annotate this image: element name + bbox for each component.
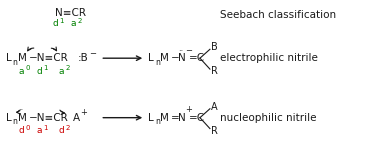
Text: =C: =C <box>189 113 205 123</box>
Text: −: − <box>171 53 180 63</box>
Text: N: N <box>178 113 186 123</box>
Text: A: A <box>211 102 218 112</box>
Text: a: a <box>59 67 64 76</box>
Text: 0: 0 <box>26 65 30 71</box>
Text: M: M <box>160 113 169 123</box>
Text: electrophilic nitrile: electrophilic nitrile <box>220 53 318 63</box>
Text: n: n <box>12 117 17 126</box>
Text: a: a <box>19 67 24 76</box>
Text: N: N <box>178 53 186 63</box>
Text: L: L <box>148 113 154 123</box>
Text: L: L <box>6 113 11 123</box>
Text: 1: 1 <box>43 125 48 131</box>
Text: +: + <box>185 105 192 114</box>
Text: −N≡CR: −N≡CR <box>29 53 68 63</box>
Text: M: M <box>160 53 169 63</box>
Text: ··: ·· <box>18 106 23 115</box>
Text: d: d <box>53 19 58 28</box>
Text: 0: 0 <box>26 125 30 131</box>
Text: a: a <box>37 126 42 135</box>
Text: 1: 1 <box>43 65 48 71</box>
Text: −: − <box>185 46 192 55</box>
Text: Seebach classification: Seebach classification <box>220 9 336 20</box>
Text: a: a <box>70 19 76 28</box>
Text: =C: =C <box>189 53 205 63</box>
Text: =: = <box>171 113 180 123</box>
Text: n: n <box>12 58 17 67</box>
Text: n: n <box>155 58 160 67</box>
Text: A: A <box>73 113 79 123</box>
Text: d: d <box>59 126 64 135</box>
Text: nucleophilic nitrile: nucleophilic nitrile <box>220 113 316 123</box>
Text: M: M <box>18 113 26 123</box>
Text: 2: 2 <box>77 18 82 24</box>
Text: N≡CR: N≡CR <box>56 8 87 18</box>
Text: L: L <box>6 53 11 63</box>
Text: +: + <box>81 108 87 117</box>
Text: 2: 2 <box>65 125 70 131</box>
Text: −: − <box>89 49 96 58</box>
Text: R: R <box>211 126 218 136</box>
Text: 1: 1 <box>59 18 64 24</box>
Text: d: d <box>19 126 24 135</box>
Text: 2: 2 <box>65 65 70 71</box>
Text: d: d <box>37 67 42 76</box>
Text: ··: ·· <box>178 47 183 56</box>
Text: :B: :B <box>77 53 88 63</box>
Text: M: M <box>18 53 26 63</box>
Text: n: n <box>155 117 160 126</box>
Text: −N≡CR: −N≡CR <box>29 113 68 123</box>
Text: B: B <box>211 42 218 52</box>
Text: L: L <box>148 53 154 63</box>
Text: R: R <box>211 66 218 76</box>
